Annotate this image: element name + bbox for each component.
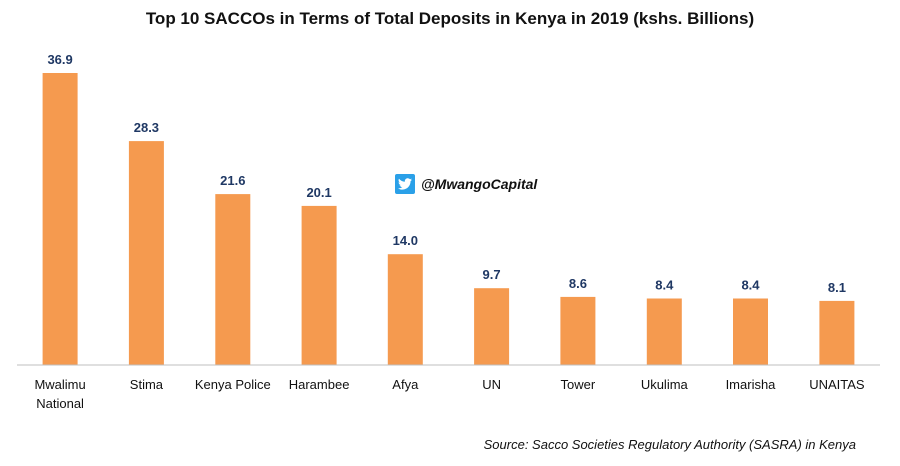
x-tick-label: Imarisha	[726, 377, 777, 392]
twitter-bird-icon	[395, 174, 415, 194]
x-tick-label: National	[36, 396, 84, 411]
bar-imarisha	[733, 298, 768, 365]
labels-layer: 36.9 Mwalimu National 28.3 Stima 21.6 Kenya Po…	[34, 52, 864, 411]
bars-layer	[42, 73, 855, 365]
bar-mwalimu-national	[42, 73, 78, 365]
bar-kenya-police	[215, 194, 251, 365]
bar-harambee	[301, 205, 337, 365]
data-label: 8.1	[828, 280, 846, 295]
data-label: 28.3	[134, 120, 159, 135]
twitter-handle-text: @MwangoCapital	[421, 176, 538, 192]
x-tick-label: Kenya Police	[195, 377, 271, 392]
bar-un	[474, 288, 510, 365]
x-tick-label: Tower	[561, 377, 596, 392]
x-tick-label: UNAITAS	[809, 377, 865, 392]
data-label: 8.6	[569, 276, 587, 291]
bar-tower	[560, 296, 596, 365]
data-label: 9.7	[483, 267, 501, 282]
x-tick-label: Ukulima	[641, 377, 689, 392]
data-label: 14.0	[393, 233, 418, 248]
x-tick-label: Mwalimu	[34, 377, 85, 392]
bar-afya	[387, 254, 423, 365]
source-note: Source: Sacco Societies Regulatory Autho…	[483, 437, 856, 452]
bar-unaitas	[819, 300, 855, 365]
x-tick-label: Afya	[392, 377, 419, 392]
chart-title: Top 10 SACCOs in Terms of Total Deposits…	[145, 9, 755, 28]
twitter-handle: @MwangoCapital	[395, 173, 537, 195]
x-tick-label: Stima	[130, 377, 164, 392]
bar-ukulima	[646, 298, 682, 365]
x-tick-label: Harambee	[289, 377, 350, 392]
data-label: 21.6	[220, 173, 245, 188]
bar-stima	[128, 141, 164, 365]
data-label: 20.1	[306, 185, 331, 200]
data-label: 36.9	[47, 52, 72, 67]
x-tick-label: UN	[482, 377, 501, 392]
data-label: 8.4	[741, 278, 760, 293]
data-label: 8.4	[655, 278, 674, 293]
